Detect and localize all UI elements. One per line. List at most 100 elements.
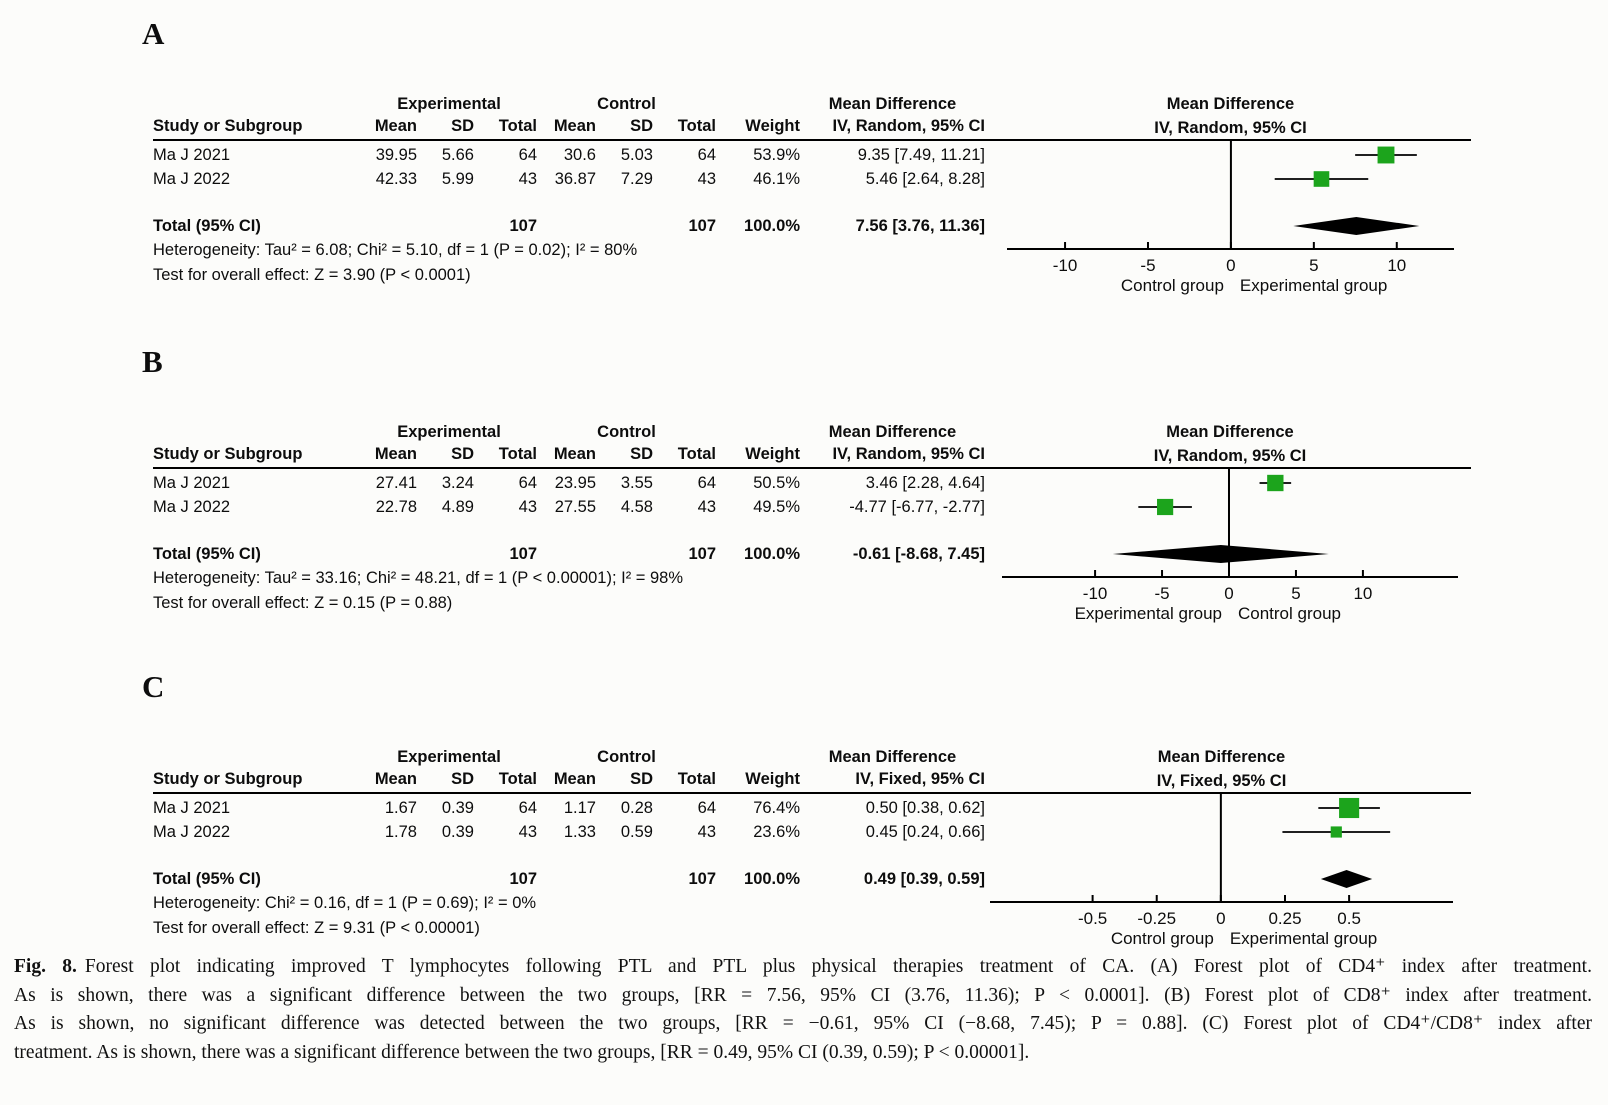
ctrl-mean: 30.6 [563,146,596,164]
total-weight: 100.0% [744,217,800,235]
axis-tick-label: 0.25 [1268,909,1301,928]
right-direction-label: Experimental group [1240,276,1387,295]
col-exp-sd: SD [451,770,474,788]
effect-square [1267,474,1284,492]
ctrl-total: 64 [697,799,716,817]
col-study: Study or Subgroup [153,770,303,788]
axis-tick-label: -5 [1140,256,1155,275]
ctrl-sd: 7.29 [620,170,653,188]
exp-total: 43 [518,498,537,516]
caption-line: treatment. As is shown, there was a sign… [14,1041,1030,1063]
plot-subtitle: IV, Random, 95% CI [1154,447,1307,465]
col-ctrl-sd: SD [630,117,653,135]
ctrl-total: 43 [697,170,716,188]
axis-tick-label: -5 [1154,584,1169,603]
total-ci: -0.61 [-8.68, 7.45] [852,545,985,563]
left-direction-label: Control group [1121,276,1224,295]
panel-b-letter: B [142,344,163,379]
total-diamond [1112,545,1329,563]
study-name: Ma J 2021 [153,799,231,817]
axis-tick-label: -10 [1083,584,1108,603]
heterogeneity-text: Heterogeneity: Chi² = 0.16, df = 1 (P = … [153,894,537,912]
axis-tick-label: -10 [1053,256,1078,275]
plot-subtitle: IV, Fixed, 95% CI [1157,772,1287,790]
effect-square [1377,146,1395,164]
col-weight: Weight [745,770,800,788]
total-weight: 100.0% [744,870,800,888]
total-ctrl: 107 [688,217,716,235]
left-direction-label: Experimental group [1075,604,1222,623]
figure-caption: Fig. 8. Forest plot indicating improved T… [14,953,1592,1067]
weight: 46.1% [753,170,800,188]
ctrl-sd: 0.59 [620,823,653,841]
total-row: Total (95% CI) 107 107 100.0% 0.49 [0.39… [153,867,987,891]
total-ctrl: 107 [688,870,716,888]
col-weight: Weight [745,117,800,135]
exp-sd: 4.89 [441,498,474,516]
total-label: Total (95% CI) [153,217,261,235]
col-exp-mean: Mean [374,445,417,463]
total-row: Total (95% CI) 107 107 100.0% 7.56 [3.76… [153,214,987,238]
col-exp-total: Total [498,117,537,135]
ctrl-sd: 4.58 [620,498,653,516]
col-weight: Weight [745,445,800,463]
col-ci: IV, Fixed, 95% CI [855,770,985,788]
heterogeneity-text: Heterogeneity: Tau² = 6.08; Chi² = 5.10,… [153,241,638,259]
ci-value: 0.45 [0.24, 0.66] [865,823,985,841]
study-row: Ma J 2022 42.33 5.99 43 36.87 7.29 43 46… [153,167,987,191]
ctrl-mean: 36.87 [554,170,596,188]
ctrl-mean: 27.55 [554,498,596,516]
study-row: Ma J 2022 1.78 0.39 43 1.33 0.59 43 23.6… [153,820,987,844]
effect-group-header: Mean Difference [828,423,957,441]
col-ctrl-sd: SD [630,445,653,463]
study-name: Ma J 2022 [153,823,231,841]
exp-mean: 27.41 [375,474,417,492]
forest-plot-b: Mean Difference IV, Random, 95% CI -10 -5 0 5… [1002,423,1458,623]
total-label: Total (95% CI) [153,545,261,563]
header-rule [153,467,1471,469]
exp-total: 64 [518,474,537,492]
ci-value: -4.77 [-6.77, -2.77] [849,498,985,516]
ci-value: 3.46 [2.28, 4.64] [865,474,985,492]
exp-mean: 39.95 [375,146,417,164]
total-diamond [1293,217,1420,235]
overall-effect-text: Test for overall effect: Z = 3.90 (P < 0… [153,266,471,284]
experimental-group-header: Experimental [397,95,501,113]
exp-sd: 5.99 [441,170,474,188]
weight: 76.4% [753,799,800,817]
total-ci: 7.56 [3.76, 11.36] [855,217,985,235]
axis-tick-label: 0 [1216,909,1225,928]
panel-b-table: Experimental Control Mean Difference Stu… [153,420,987,616]
exp-total: 43 [518,170,537,188]
axis-tick-label: 10 [1387,256,1406,275]
col-exp-total: Total [498,770,537,788]
exp-total: 64 [518,799,537,817]
header-rule [153,792,1471,794]
plot-title: Mean Difference [1158,748,1285,766]
col-exp-total: Total [498,445,537,463]
study-row: Ma J 2021 27.41 3.24 64 23.95 3.55 64 50… [153,471,987,495]
right-direction-label: Experimental group [1230,929,1377,948]
ctrl-mean: 1.17 [563,799,596,817]
axis-tick-label: 0 [1224,584,1233,603]
ctrl-mean: 1.33 [563,823,596,841]
exp-sd: 0.39 [441,799,474,817]
axis-tick-label: 10 [1353,584,1372,603]
exp-mean: 1.67 [384,799,417,817]
exp-sd: 0.39 [441,823,474,841]
exp-mean: 42.33 [375,170,417,188]
study-name: Ma J 2021 [153,474,231,492]
heterogeneity-text: Heterogeneity: Tau² = 33.16; Chi² = 48.2… [153,569,684,587]
axis-tick-label: -0.5 [1078,909,1107,928]
effect-square [1330,826,1342,838]
total-ctrl: 107 [688,545,716,563]
exp-sd: 3.24 [441,474,474,492]
weight: 23.6% [753,823,800,841]
total-weight: 100.0% [744,545,800,563]
caption-label: Fig. 8. [14,956,77,977]
panel-c-letter: C [142,669,165,704]
study-name: Ma J 2022 [153,170,231,188]
study-name: Ma J 2021 [153,146,231,164]
effect-square [1157,498,1174,516]
